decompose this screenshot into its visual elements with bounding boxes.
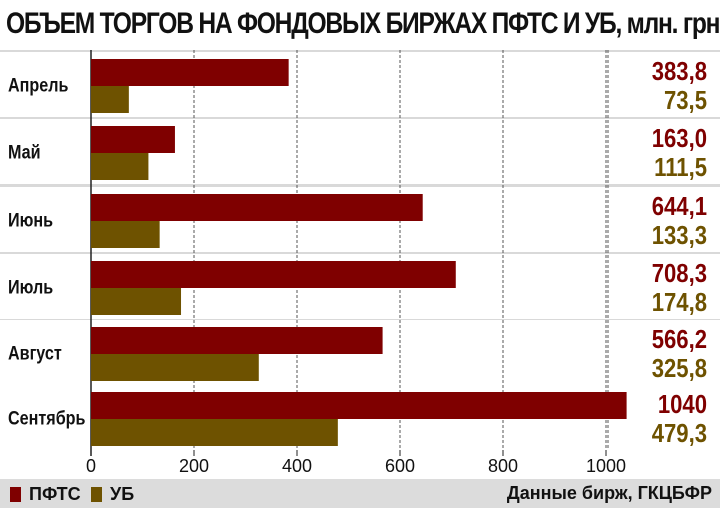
bar-pfts <box>91 126 175 153</box>
x-tick-label: 400 <box>282 456 312 476</box>
category-label: Апрель <box>8 74 69 96</box>
bar-ub <box>91 419 338 446</box>
chart-footer: ПФТС УБ Данные бирж, ГКЦБФР <box>0 479 720 508</box>
legend-label-pfts: ПФТС <box>29 483 81 504</box>
data-label-pfts: 566,2 <box>652 325 707 354</box>
bar-pfts <box>91 327 383 354</box>
legend-item-pfts: ПФТС <box>10 484 81 504</box>
bar-ub <box>91 221 160 248</box>
x-tick-label: 0 <box>86 456 96 476</box>
legend-swatch-pfts <box>10 486 21 502</box>
x-tick-label: 800 <box>488 456 518 476</box>
category-label: Август <box>8 342 62 364</box>
bar-ub <box>91 153 149 180</box>
data-label-ub: 479,3 <box>652 419 707 448</box>
data-label-pfts: 644,1 <box>652 192 707 221</box>
bar-pfts <box>91 194 423 221</box>
bar-ub <box>91 288 182 315</box>
bar-pfts <box>91 261 456 288</box>
legend-item-ub: УБ <box>91 484 134 504</box>
data-label-pfts: 1040 <box>658 390 707 419</box>
data-label-pfts: 383,8 <box>652 57 707 86</box>
data-label-ub: 111,5 <box>654 153 707 182</box>
data-label-ub: 174,8 <box>652 288 707 317</box>
bar-ub <box>91 86 129 113</box>
category-label: Июль <box>8 276 53 298</box>
category-label: Сентябрь <box>8 407 86 429</box>
category-label: Май <box>8 141 41 163</box>
legend-label-ub: УБ <box>110 483 135 504</box>
data-label-ub: 73,5 <box>664 86 707 115</box>
x-tick-label: 200 <box>179 456 209 476</box>
bar-ub <box>91 354 259 381</box>
data-label-ub: 325,8 <box>652 354 707 383</box>
x-tick-label: 1000 <box>586 456 626 476</box>
data-label-ub: 133,3 <box>652 221 707 250</box>
legend-swatch-ub <box>91 486 102 502</box>
data-label-pfts: 163,0 <box>652 124 707 153</box>
bar-pfts <box>91 392 627 419</box>
source-note: Данные бирж, ГКЦБФР <box>506 483 712 503</box>
bar-pfts <box>91 59 289 86</box>
category-label: Июнь <box>8 209 53 231</box>
x-tick-label: 600 <box>385 456 415 476</box>
data-label-pfts: 708,3 <box>652 259 707 288</box>
